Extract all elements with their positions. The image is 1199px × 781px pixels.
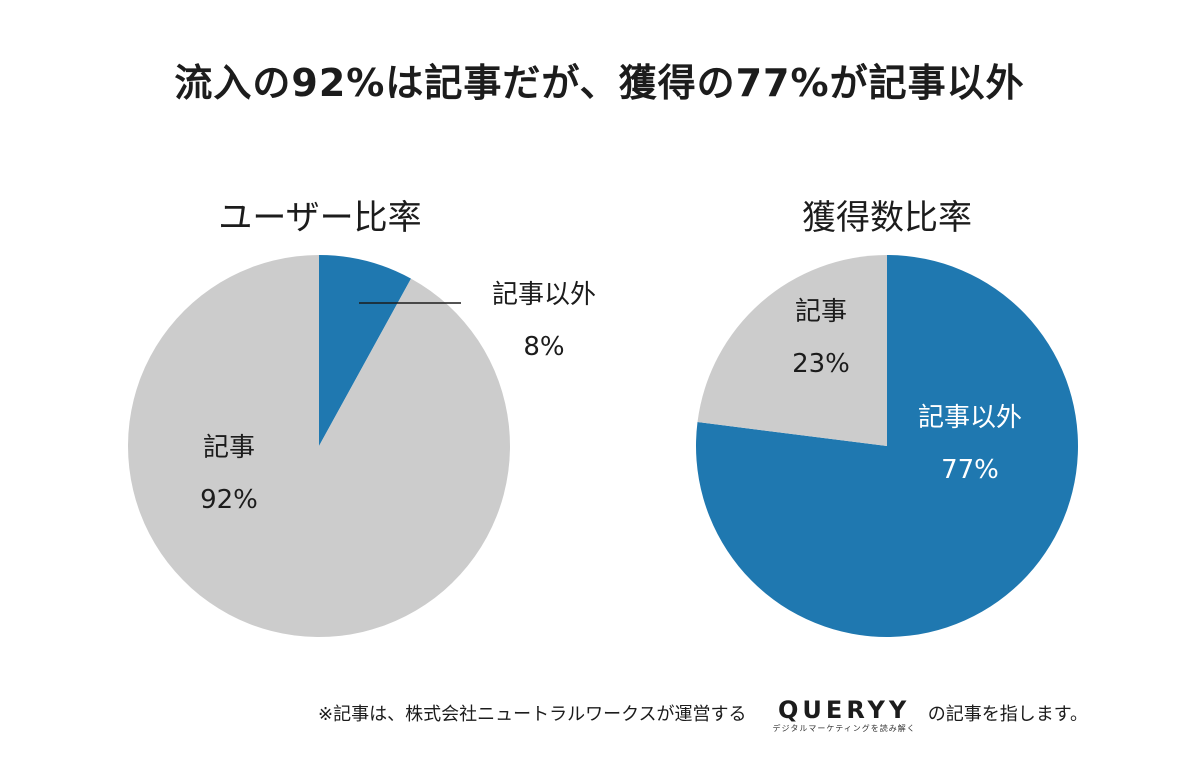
page-headline: 流入の92%は記事だが、獲得の77%が記事以外 [174,61,1025,105]
slice-name-label-acquisition-ratio-other: 記事以外 [918,403,1022,433]
slice-value-label-acquisition-ratio-article: 23% [792,349,850,379]
slice-name-label-acquisition-ratio-article: 記事 [795,297,847,327]
slice-name-label-user-ratio-other: 記事以外 [492,280,596,310]
slice-name-label-user-ratio-article: 記事 [203,433,255,463]
chart-title-acquisition-ratio: 獲得数比率 [802,198,972,238]
footnote-text-before: ※記事は、株式会社ニュートラルワークスが運営する [318,704,747,725]
queryy-logo-tagline: デジタルマーケティングを読み解く [772,724,916,733]
pie-chart-acquisition-ratio: 記事以外 77% 記事 23% [696,255,1078,637]
pie-chart-user-ratio: 記事以外 8% 記事 92% [127,255,596,637]
footnote-text-after: の記事を指します。 [927,704,1088,725]
queryy-logo-word: QUERYY [778,696,911,724]
footnote: ※記事は、株式会社ニュートラルワークスが運営する QUERYY デジタルマーケテ… [318,696,1088,738]
pie-slice-user-ratio-article [127,255,511,637]
slice-value-label-acquisition-ratio-other: 77% [941,455,999,485]
chart-title-user-ratio: ユーザー比率 [218,198,422,238]
slice-value-label-user-ratio-article: 92% [200,485,258,515]
slice-value-label-user-ratio-other: 8% [523,332,564,362]
pie-slice-acquisition-ratio-article [697,255,887,446]
queryy-logo: QUERYY デジタルマーケティングを読み解く [773,696,916,734]
